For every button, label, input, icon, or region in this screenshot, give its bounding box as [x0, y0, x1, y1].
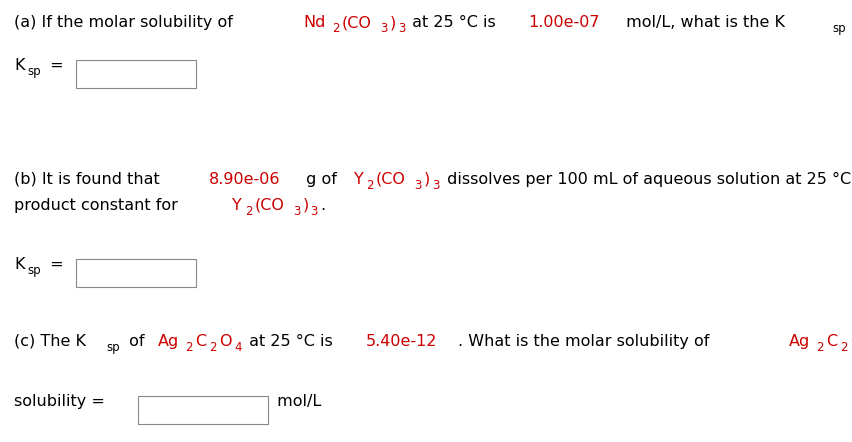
- Text: mol/L: mol/L: [272, 394, 321, 409]
- Text: 2: 2: [332, 22, 339, 34]
- Text: C: C: [826, 334, 837, 349]
- Text: (CO: (CO: [376, 172, 406, 187]
- Text: 3: 3: [432, 179, 440, 192]
- Text: 2: 2: [816, 341, 824, 354]
- Text: O: O: [219, 334, 231, 349]
- Text: Y: Y: [354, 172, 364, 187]
- FancyBboxPatch shape: [76, 259, 196, 287]
- Text: product constant for: product constant for: [14, 198, 183, 213]
- Text: =: =: [45, 257, 69, 272]
- Text: Y: Y: [232, 198, 242, 213]
- Text: sp: sp: [832, 22, 846, 34]
- Text: K: K: [14, 257, 25, 272]
- Text: ): ): [389, 15, 396, 30]
- Text: 5.40e-12: 5.40e-12: [366, 334, 437, 349]
- Text: 2: 2: [209, 341, 216, 354]
- Text: sp: sp: [27, 65, 41, 78]
- Text: O: O: [850, 334, 852, 349]
- Text: at 25 °C is: at 25 °C is: [245, 334, 338, 349]
- Text: dissolves per 100 mL of aqueous solution at 25 °C. Calculate the solubility-: dissolves per 100 mL of aqueous solution…: [441, 172, 852, 187]
- Text: ): ): [424, 172, 430, 187]
- Text: . What is the molar solubility of: . What is the molar solubility of: [458, 334, 714, 349]
- Text: g of: g of: [301, 172, 342, 187]
- Text: Ag: Ag: [158, 334, 179, 349]
- Text: 8.90e-06: 8.90e-06: [209, 172, 280, 187]
- Text: 3: 3: [293, 205, 300, 217]
- Text: 3: 3: [380, 22, 388, 34]
- Text: 2: 2: [366, 179, 374, 192]
- Text: 2: 2: [245, 205, 252, 217]
- Text: 3: 3: [398, 22, 405, 34]
- Text: (c) The K: (c) The K: [14, 334, 86, 349]
- Text: mol/L, what is the K: mol/L, what is the K: [620, 15, 785, 30]
- Text: 3: 3: [310, 205, 318, 217]
- Text: of: of: [124, 334, 150, 349]
- Text: (CO: (CO: [255, 198, 285, 213]
- Text: 4: 4: [235, 341, 242, 354]
- Text: sp: sp: [106, 341, 120, 354]
- Text: K: K: [14, 58, 25, 73]
- FancyBboxPatch shape: [138, 396, 268, 424]
- Text: solubility =: solubility =: [14, 394, 110, 409]
- Text: 3: 3: [415, 179, 422, 192]
- Text: =: =: [45, 58, 69, 73]
- Text: ): ): [302, 198, 308, 213]
- Text: 2: 2: [840, 341, 848, 354]
- Text: .: .: [320, 198, 325, 213]
- Text: (CO: (CO: [342, 15, 371, 30]
- Text: at this temperature?: at this temperature?: [849, 15, 852, 30]
- Text: Ag: Ag: [789, 334, 810, 349]
- Text: 2: 2: [185, 341, 193, 354]
- Text: (a) If the molar solubility of: (a) If the molar solubility of: [14, 15, 238, 30]
- Text: (b) It is found that: (b) It is found that: [14, 172, 165, 187]
- Text: C: C: [194, 334, 206, 349]
- Text: sp: sp: [27, 264, 41, 277]
- Text: 1.00e-07: 1.00e-07: [528, 15, 600, 30]
- Text: at 25 °C is: at 25 °C is: [407, 15, 501, 30]
- FancyBboxPatch shape: [76, 60, 196, 88]
- Text: Nd: Nd: [303, 15, 325, 30]
